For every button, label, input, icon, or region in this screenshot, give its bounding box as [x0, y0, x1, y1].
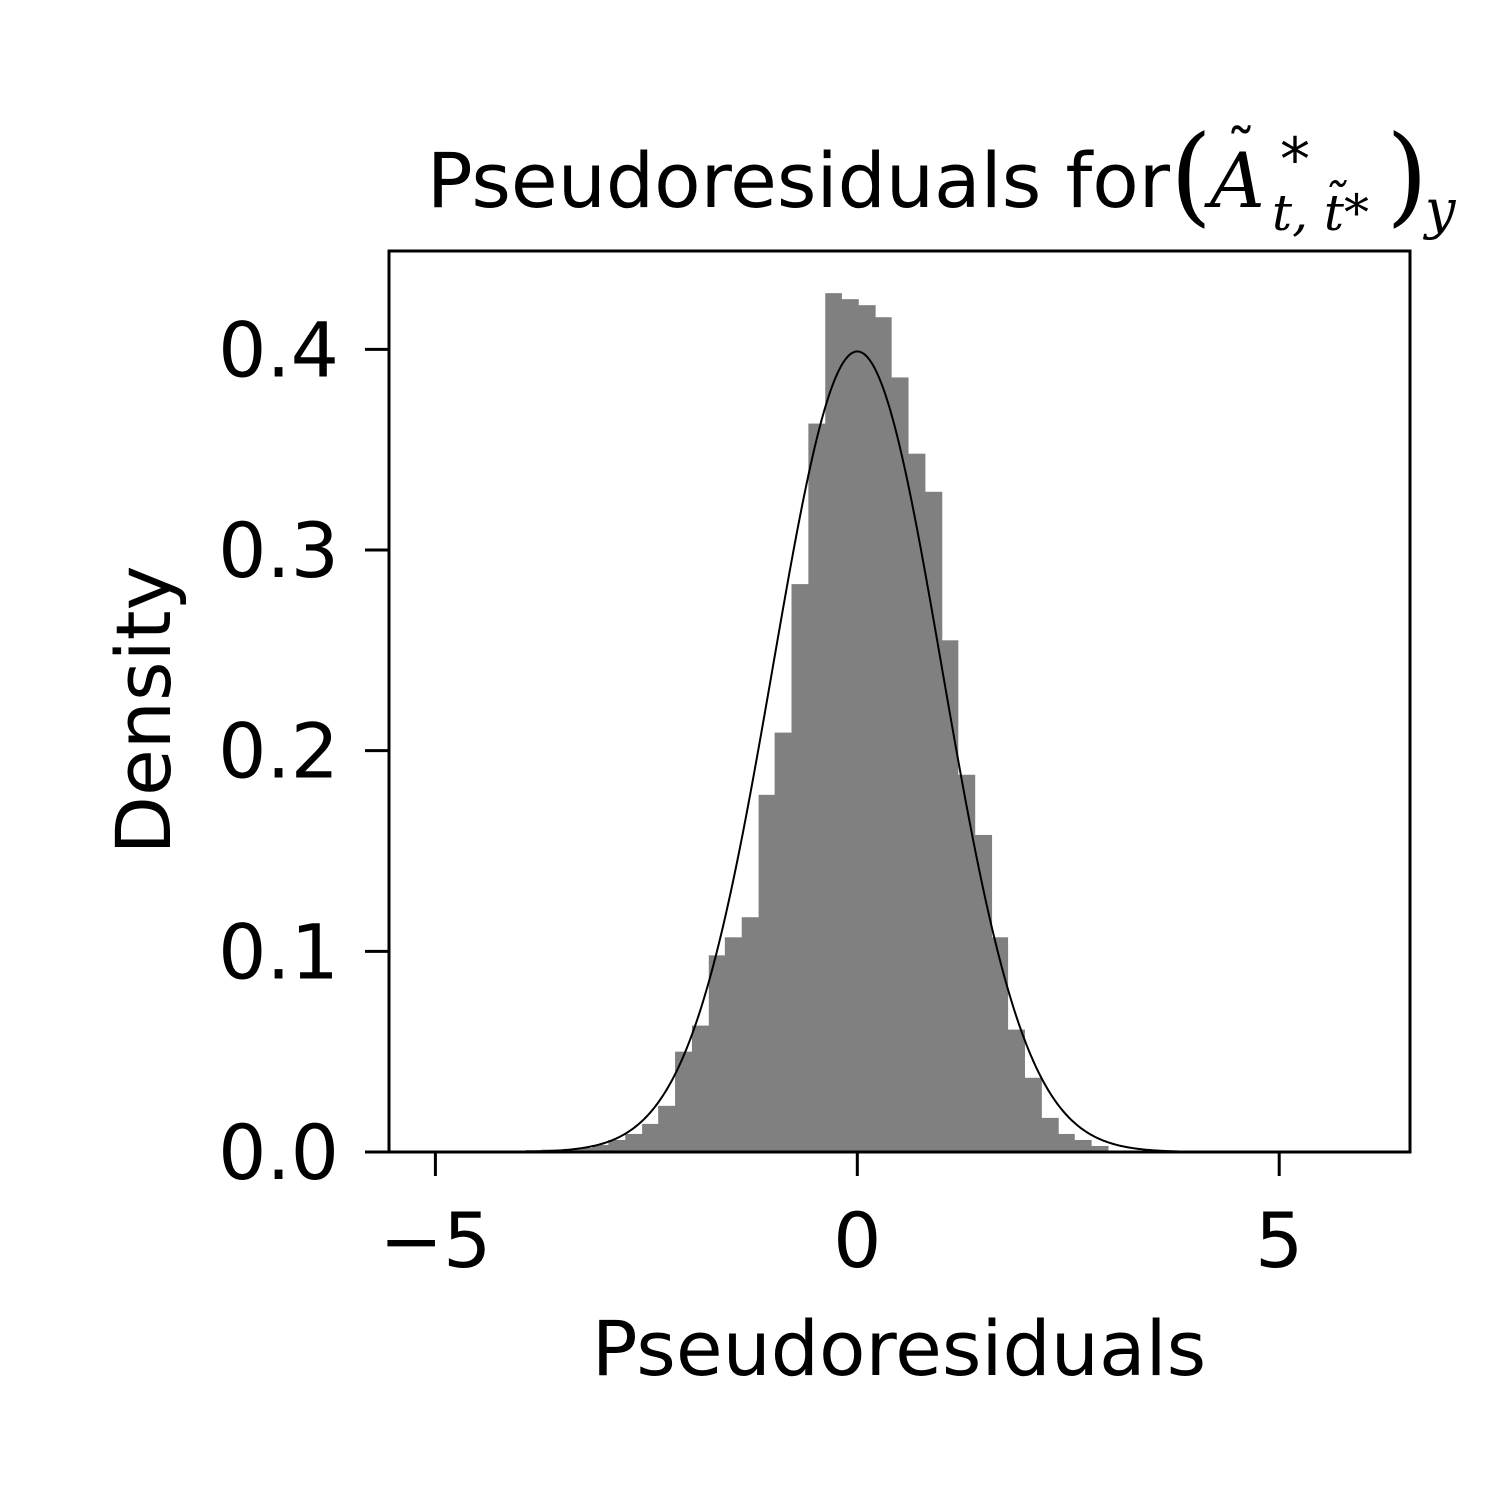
histogram-bar	[1058, 1133, 1075, 1152]
histogram-bar	[758, 794, 776, 1152]
x-tick-label: −5	[379, 1196, 491, 1285]
histogram-bar	[608, 1139, 626, 1152]
y-tick-label: 0.3	[218, 506, 339, 595]
y-tick-label: 0.1	[218, 907, 339, 996]
histogram-bar	[1041, 1117, 1059, 1152]
histogram-bars	[442, 293, 1109, 1153]
histogram-bar	[825, 293, 842, 1152]
histogram-bar	[1091, 1145, 1109, 1152]
histogram-bar	[841, 299, 859, 1152]
y-tick-label: 0.4	[218, 305, 339, 394]
histogram-bar	[741, 917, 760, 1152]
y-tick-label: 0.0	[218, 1108, 339, 1197]
title-left-paren: (	[1170, 113, 1212, 238]
chart-title: Pseudoresiduals for ( A ˜ * t, t̃* ) y	[427, 113, 1457, 242]
histogram-bar	[675, 1051, 693, 1152]
histogram-bar	[1074, 1139, 1092, 1152]
histogram-bar	[991, 937, 1009, 1152]
histogram-bar	[1007, 1029, 1025, 1152]
histogram-bar	[974, 834, 993, 1152]
histogram-bar	[858, 305, 876, 1152]
histogram-bar	[957, 774, 976, 1152]
histogram-bar	[791, 584, 809, 1152]
x-tick-label: 0	[833, 1196, 881, 1285]
histogram-bar	[625, 1133, 643, 1152]
histogram-bar	[907, 453, 926, 1153]
histogram-bar	[642, 1123, 659, 1152]
title-math-outer-subscript: y	[1423, 178, 1457, 241]
histogram-bar	[708, 955, 726, 1152]
chart-title-text: Pseudoresiduals for	[427, 136, 1171, 225]
histogram-bar	[1024, 1077, 1042, 1152]
x-axis-label: Pseudoresiduals	[592, 1304, 1207, 1393]
x-tick-label: 5	[1255, 1196, 1303, 1285]
histogram-bar	[658, 1105, 676, 1152]
histogram-bar	[891, 377, 909, 1153]
title-math-superscript: *	[1280, 125, 1310, 195]
histogram-bar	[924, 491, 943, 1153]
histogram-bar	[808, 423, 826, 1153]
histogram-bar	[941, 640, 959, 1152]
title-math-base: A	[1204, 136, 1265, 225]
y-axis-label: Density	[99, 566, 188, 855]
plot-frame	[387, 249, 1412, 1154]
y-tick-label: 0.2	[218, 707, 339, 796]
title-math-accent: ˜	[1226, 117, 1256, 187]
normal-density-curve	[477, 350, 1238, 1153]
histogram-bar	[774, 732, 793, 1152]
histogram-bar	[691, 1025, 710, 1152]
y-axis-ticks: 0.0 0.1 0.2 0.3 0.4	[218, 305, 389, 1197]
x-axis-ticks: −5 0 5	[379, 1152, 1303, 1285]
histogram-bar	[724, 937, 743, 1152]
histogram-bar	[575, 1147, 593, 1152]
histogram-bar	[875, 317, 892, 1153]
histogram-bar	[592, 1144, 609, 1152]
title-right-paren: )	[1386, 113, 1428, 238]
title-math-subscript: t, t̃*	[1272, 180, 1369, 242]
